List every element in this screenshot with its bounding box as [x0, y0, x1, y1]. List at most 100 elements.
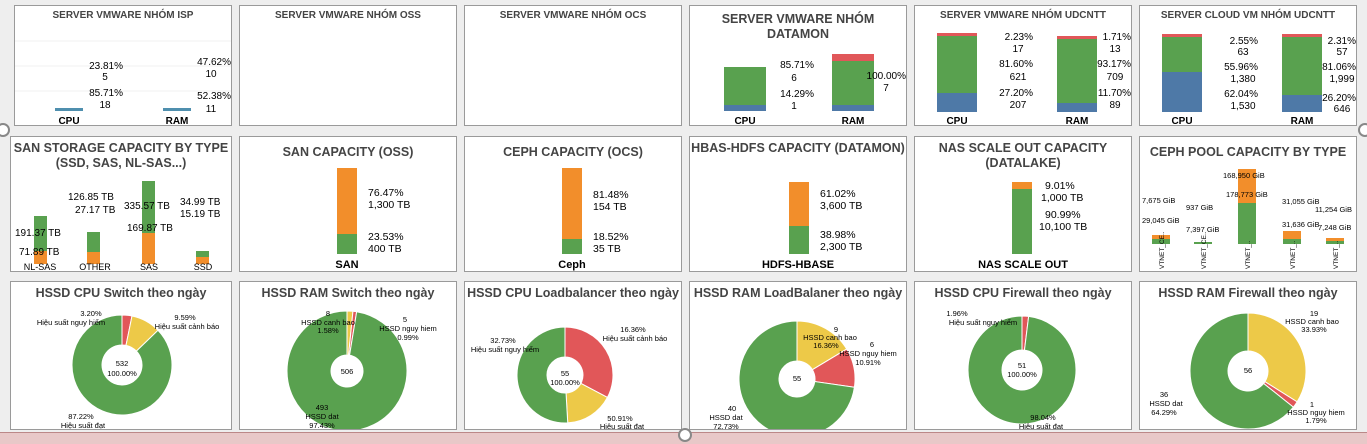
bar-green: [337, 234, 357, 254]
bar-chart-datamon: 85.71% 6 14.29% 1 100.00% 7 CPU RAM: [724, 54, 907, 126]
data-label: 31,636 GiB: [1282, 220, 1320, 229]
panel-ceph-capacity-ocs[interactable]: CEPH CAPACITY (OCS) 81.48% 154 TB 18.52%…: [464, 136, 682, 272]
x-tick-label: VTNET_CE..: [1201, 231, 1208, 269]
resize-handle-left[interactable]: [0, 123, 10, 137]
data-label: 38.98%: [820, 229, 856, 241]
data-label: 19: [1310, 309, 1318, 318]
panel-title: SERVER VMWARE NHÓM DATAMON: [721, 12, 875, 41]
data-label: Hiệu suất đạt: [600, 422, 645, 430]
data-label: 2,300 TB: [820, 241, 862, 253]
panel-hbase-capacity[interactable]: HBAS-HDFS CAPACITY (DATAMON) 61.02% 3,60…: [689, 136, 907, 272]
bar-other-green: [87, 232, 100, 252]
data-label: 621: [1010, 72, 1027, 83]
center-label: 100.00%: [107, 369, 137, 378]
center-label: 55: [793, 374, 801, 383]
data-label: 5: [102, 72, 108, 83]
panel-hssd-ram-switch[interactable]: HSSD RAM Switch theo ngày 506 8 HSSD can…: [239, 281, 457, 430]
bar-ram-green: [1282, 37, 1322, 95]
bar: [1238, 169, 1256, 203]
data-label: 126.85 TB: [68, 192, 114, 203]
panel-title: HSSD RAM Switch theo ngày: [261, 286, 435, 300]
panel-title: CEPH POOL CAPACITY BY TYPE: [1149, 145, 1347, 159]
x-tick-label: VTNET_CE..: [1159, 231, 1166, 269]
bar-chart-san-oss: 76.47% 1,300 TB 23.53% 400 TB SAN: [335, 168, 410, 271]
x-tick-label: SAS: [140, 262, 158, 272]
data-label: 178,773 GiB: [1226, 190, 1268, 199]
panel-cloud-udcntt[interactable]: SERVER CLOUD VM NHÓM UDCNTT 2.55% 63 55.…: [1139, 5, 1357, 126]
data-label: 7,675 GiB: [1142, 196, 1175, 205]
data-label: 97.43%: [309, 421, 335, 430]
donut: [516, 326, 614, 424]
panel-vmware-udcntt[interactable]: SERVER VMWARE NHÓM UDCNTT 2.23% 17 81.60…: [914, 5, 1132, 126]
bar-chart-nas: 9.01% 1,000 TB 90.99% 10,100 TB NAS SCAL…: [978, 180, 1087, 271]
data-label: HSSD nguy hiem: [1287, 408, 1345, 417]
data-label: Hiệu suất cảnh báo: [155, 322, 220, 331]
x-tick-label: CPU: [58, 116, 79, 126]
data-label: 71.89 TB: [19, 247, 60, 258]
data-label: 62.04%: [1224, 89, 1258, 100]
bar-chart-ceph-pool: 7,675 GiB 29,045 GiB 937 GiB 7,397 GiB 1…: [1142, 169, 1352, 269]
data-label: 1,999: [1329, 74, 1354, 85]
bar-chart-isp: 23.81% 5 85.71% 18 47.62% 10 52.38% 11 C…: [15, 40, 231, 126]
bar: [1283, 239, 1301, 244]
data-label: Hiệu suất nguy hiểm: [37, 318, 105, 327]
data-label: 8: [326, 309, 330, 318]
data-label: 1.96%: [946, 309, 968, 318]
data-label: 168,950 GiB: [1223, 171, 1265, 180]
data-label: 100.00%: [867, 71, 907, 82]
panel-hssd-cpu-loadbalancer[interactable]: HSSD CPU Loadbalancer theo ngày 55 100.0…: [464, 281, 682, 430]
center-label: 532: [116, 359, 129, 368]
data-label: Hiệu suất cảnh báo: [603, 334, 668, 343]
resize-handle-bottom[interactable]: [678, 428, 692, 442]
panel-vmware-datamon[interactable]: SERVER VMWARE NHÓM DATAMON 85.71% 6 14.2…: [689, 5, 907, 126]
donut-hole: [779, 361, 815, 397]
data-label: 2.31%: [1328, 36, 1356, 47]
bar-cpu-blue: [1162, 72, 1202, 112]
resize-handle-right[interactable]: [1358, 123, 1367, 137]
panel-nas-capacity[interactable]: NAS SCALE OUT CAPACITY (DATALAKE) 9.01% …: [914, 136, 1132, 272]
panel-san-storage-type[interactable]: SAN STORAGE CAPACITY BY TYPE (SSD, SAS, …: [10, 136, 232, 272]
x-tick-label: HDFS-HBASE: [762, 259, 834, 271]
bar-green: [562, 239, 582, 254]
x-tick-label: OTHER: [79, 262, 111, 272]
data-label: 81.48%: [593, 189, 629, 201]
data-label: 1,380: [1230, 74, 1255, 85]
data-label: HSSD nguy hiem: [839, 349, 897, 358]
data-label: 9.01%: [1045, 180, 1075, 192]
panel-hssd-ram-loadbalancer[interactable]: HSSD RAM LoadBalaner theo ngày 55 9 HSSD…: [689, 281, 907, 430]
bar-cpu-red: [1162, 34, 1202, 37]
panel-hssd-cpu-switch[interactable]: HSSD CPU Switch theo ngày 532 100.00% 3.…: [10, 281, 232, 430]
bar-cpu-green: [1162, 37, 1202, 72]
data-label: 11: [206, 104, 217, 115]
data-label: 85.71%: [89, 88, 123, 99]
data-label: 36: [1160, 390, 1168, 399]
data-label: 16.36%: [620, 325, 646, 334]
data-label: HSSD canh bao: [301, 318, 355, 327]
bar-ram-blue: [832, 105, 874, 111]
panel-hssd-cpu-firewall[interactable]: HSSD CPU Firewall theo ngày 51 100.00% 1…: [914, 281, 1132, 430]
data-label: 13: [1109, 44, 1121, 55]
bar-chart-cloud: 2.55% 63 55.96% 1,380 62.04% 1,530 2.31%…: [1162, 34, 1356, 125]
panel-san-capacity-oss[interactable]: SAN CAPACITY (OSS) 76.47% 1,300 TB 23.53…: [239, 136, 457, 272]
data-label: 3,600 TB: [820, 200, 862, 212]
panel-title: HSSD CPU Firewall theo ngày: [934, 286, 1112, 300]
panel-hssd-ram-firewall[interactable]: HSSD RAM Firewall theo ngày 56 19 HSSD c…: [1139, 281, 1357, 430]
panel-vmware-ocs[interactable]: SERVER VMWARE NHÓM OCS: [464, 5, 682, 126]
data-label: 7,248 GiB: [1318, 223, 1351, 232]
bar-cpu-blue: [724, 105, 766, 111]
panel-vmware-isp[interactable]: SERVER VMWARE NHÓM ISP 23.81% 5 85.71% 1…: [14, 5, 232, 126]
donut-hole: [1002, 350, 1042, 390]
bar-cpu-green: [937, 36, 977, 93]
panel-title: HBAS-HDFS CAPACITY (DATAMON): [691, 141, 905, 155]
panel-ceph-pool[interactable]: CEPH POOL CAPACITY BY TYPE 7,675 GiB 29,…: [1139, 136, 1357, 272]
data-label: 23.53%: [368, 231, 404, 243]
data-label: 57: [1336, 47, 1348, 58]
data-label: 1,530: [1230, 101, 1255, 112]
bar-cpu-green: [724, 67, 766, 105]
bar-cpu-blue: [937, 93, 977, 112]
x-tick-label: CPU: [734, 116, 755, 126]
data-label: 1.79%: [1305, 416, 1327, 425]
panel-vmware-oss[interactable]: SERVER VMWARE NHÓM OSS: [239, 5, 457, 126]
bar-cpu: [55, 108, 83, 111]
donut: [286, 310, 408, 429]
